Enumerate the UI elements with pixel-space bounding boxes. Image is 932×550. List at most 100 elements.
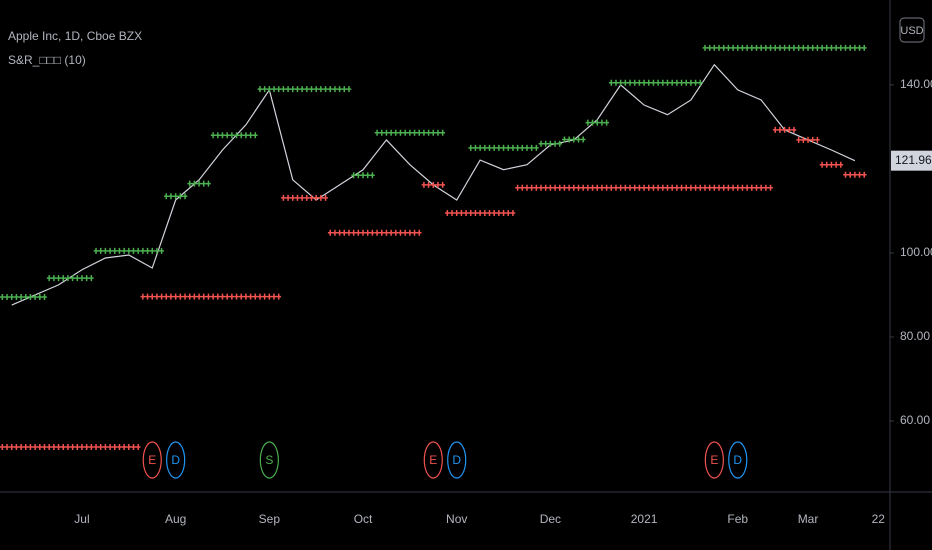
event-label: E [429,453,437,467]
level-step [702,184,727,191]
level-step [796,44,820,51]
x-tick-label: Dec [540,512,561,526]
level-step [117,444,141,451]
y-tick-label: 60.00 [900,413,930,427]
level-step [632,184,656,191]
level-step [163,193,188,200]
level-step [679,184,703,191]
level-step [726,44,750,51]
level-step [538,184,563,191]
level-step [304,86,328,93]
level-step [515,184,539,191]
event-badge [704,441,724,479]
level-step [491,210,516,217]
level-step [281,86,305,93]
level-step [257,86,282,93]
level-step [608,79,633,86]
level-step [210,293,235,300]
event-badge [166,441,186,479]
x-tick-label: 22 [872,512,886,526]
level-step [257,293,282,300]
level-step [70,444,94,451]
y-tick-label: 140.00 [900,77,932,91]
level-step [515,144,539,151]
level-step [140,247,164,254]
level-step [281,194,305,201]
level-step [421,129,445,136]
level-step [398,129,422,136]
level-step [140,293,164,300]
y-tick-label: 100.00 [900,245,932,259]
level-step [655,184,680,191]
level-step [796,136,820,143]
level-step [93,444,118,451]
event-badge [447,441,467,479]
level-step [819,161,844,168]
currency-label[interactable]: USD [900,25,923,37]
x-tick-label: 2021 [631,512,658,526]
level-step [210,132,235,139]
event-badge [423,441,443,479]
level-step [585,184,609,191]
level-step [70,275,94,282]
level-step [46,444,71,451]
level-step [749,184,773,191]
level-step [468,210,492,217]
event-badge [728,441,748,479]
level-step [304,194,328,201]
currency-button[interactable] [899,17,925,43]
level-step [23,444,47,451]
x-tick-label: Feb [727,512,748,526]
x-tick-label: Jul [74,512,89,526]
level-step [234,293,258,300]
level-step [772,126,797,133]
level-step [585,119,609,126]
level-step [538,140,563,147]
level-step [0,444,24,451]
level-step [608,184,633,191]
level-step [655,79,680,86]
level-step [819,44,844,51]
level-step [468,144,492,151]
indicator-label: S&R_□□□ (10) [8,53,86,67]
level-step [327,86,352,93]
level-step [0,294,24,301]
x-tick-label: Sep [259,512,281,526]
x-tick-label: Oct [354,512,373,526]
level-step [398,229,422,236]
level-step [46,275,71,282]
level-step [23,294,47,301]
level-step [772,44,797,51]
level-step [117,247,141,254]
level-step [187,180,211,187]
level-step [374,129,399,136]
event-label: D [733,453,742,467]
event-label: E [710,453,718,467]
event-label: E [148,453,156,467]
event-label: S [265,453,273,467]
level-step [374,229,399,236]
level-step [163,293,188,300]
level-step [632,79,656,86]
level-step [562,184,586,191]
level-step [421,181,445,188]
level-step [445,210,469,217]
event-badge [259,441,279,479]
level-step [749,44,773,51]
level-step [843,44,867,51]
level-step [562,136,586,143]
event-badge [142,441,162,479]
level-step [234,132,258,139]
y-tick-label: 80.00 [900,329,930,343]
last-price-label: 121.96 [895,153,932,167]
level-step [679,79,703,86]
level-step [187,293,211,300]
level-step [491,144,516,151]
level-step [702,44,727,51]
last-price-box [891,150,932,171]
level-step [351,229,375,236]
level-step [327,229,352,236]
event-label: D [452,453,461,467]
